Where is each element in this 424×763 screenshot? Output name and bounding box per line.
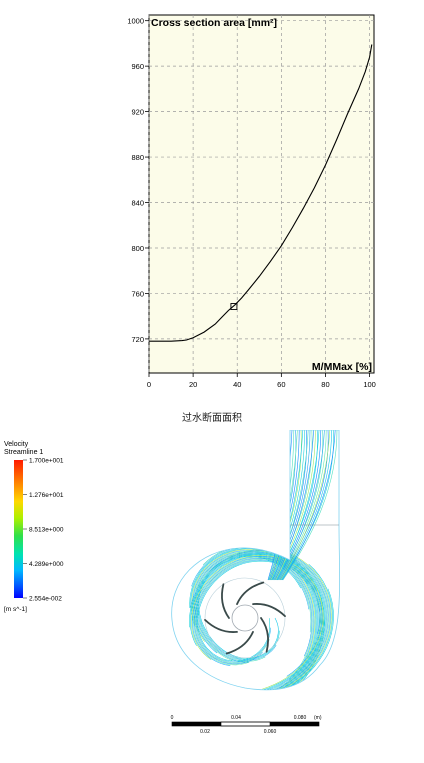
legend-label: 1.700e+001 (29, 458, 64, 465)
streamline (274, 430, 314, 581)
y-tick-label: 760 (131, 289, 144, 298)
streamline (194, 552, 313, 663)
streamline (192, 555, 323, 677)
y-tick-label: 960 (131, 62, 144, 71)
streamline (193, 557, 322, 666)
legend-labels: 1.700e+001 1.276e+001 8.513e+000 4.289e+000… (23, 458, 64, 603)
impeller-hub (231, 604, 259, 632)
streamline (197, 560, 289, 662)
y-tick-label: 840 (131, 199, 144, 208)
y-tick-label: 920 (131, 108, 144, 117)
volute-outline (171, 430, 341, 691)
streamline (278, 430, 325, 581)
y-tick-label: 720 (131, 335, 144, 344)
figure-caption: 过水断面面积 (182, 413, 242, 424)
streamline (171, 551, 328, 690)
x-axis-ticks: 0 20 40 60 80 100 (147, 373, 376, 389)
streamline (196, 559, 309, 663)
streamline (277, 430, 322, 581)
streamline (275, 430, 316, 581)
scale-label-006: 0.060 (264, 729, 277, 735)
impeller-blade (236, 581, 265, 605)
impeller-blade (221, 583, 230, 619)
streamline-plot: Velocity Streamline 1 1.700e+001 1.276e+0… (4, 430, 341, 735)
streamline (188, 553, 326, 690)
x-tick-label: 20 (189, 380, 197, 389)
streamline (171, 547, 318, 690)
scale-label-008: 0.080 (294, 715, 307, 721)
impeller-blade (204, 619, 238, 633)
area-curve (149, 44, 373, 342)
streamline (189, 553, 325, 690)
streamline (171, 524, 332, 690)
streamline (271, 430, 304, 581)
streamline (273, 430, 309, 581)
streamline (171, 552, 327, 690)
impeller-outer-ring (204, 577, 286, 659)
impeller-blade (252, 603, 286, 617)
legend-label: 1.276e+001 (29, 492, 64, 499)
scale-unit: (m) (314, 715, 322, 721)
x-tick-label: 40 (233, 380, 241, 389)
streamline (271, 430, 305, 581)
scale-bar: 0 0.04 0.080 (m) 0.02 0.060 (171, 715, 322, 735)
y-axis-ticks: 720 760 800 840 880 920 960 1000 (127, 17, 149, 344)
y-tick-label: 800 (131, 244, 144, 253)
scale-label-002: 0.02 (200, 729, 210, 735)
legend-subtitle: Streamline 1 (4, 449, 43, 456)
streamline (193, 551, 314, 680)
streamline (280, 430, 332, 581)
impeller-blade (260, 617, 269, 653)
grid-lines (148, 15, 374, 373)
x-tick-label: 100 (363, 380, 376, 389)
x-tick-label: 80 (321, 380, 329, 389)
streamline (273, 430, 311, 581)
legend-label: 8.513e+000 (29, 527, 64, 534)
legend-title: Velocity (4, 441, 29, 448)
legend-unit: [m s^-1] (4, 606, 27, 613)
streamline (276, 430, 320, 581)
legend-label: 4.289e+000 (29, 561, 64, 568)
impeller (204, 577, 286, 659)
streamline (191, 554, 324, 690)
streamline (171, 515, 333, 690)
chart-title: Cross section area [mm²] (151, 17, 277, 29)
streamline (282, 430, 336, 581)
y-tick-label: 1000 (127, 17, 144, 26)
plot-area (148, 14, 375, 374)
x-tick-label: 0 (147, 380, 151, 389)
x-axis-label: M/MMax [%] (312, 361, 372, 373)
streamline (171, 512, 324, 690)
x-tick-label: 60 (277, 380, 285, 389)
area-chart: 720 760 800 840 880 920 960 1000 0 20 40 60 80 100 C… (127, 14, 376, 389)
streamline (282, 430, 338, 581)
volute-flow (171, 430, 340, 690)
streamline (279, 430, 327, 581)
y-tick-label: 880 (131, 153, 144, 162)
legend-colorbar (14, 460, 23, 598)
legend-label: 2.554e-002 (29, 596, 62, 603)
impeller-blade (225, 631, 254, 655)
streamline (195, 558, 319, 664)
streamline (194, 557, 321, 665)
streamline (171, 545, 331, 690)
data-marker (230, 303, 238, 310)
streamline (280, 430, 331, 581)
scale-label-0: 0 (171, 715, 174, 721)
scale-label-004: 0.04 (231, 715, 241, 721)
